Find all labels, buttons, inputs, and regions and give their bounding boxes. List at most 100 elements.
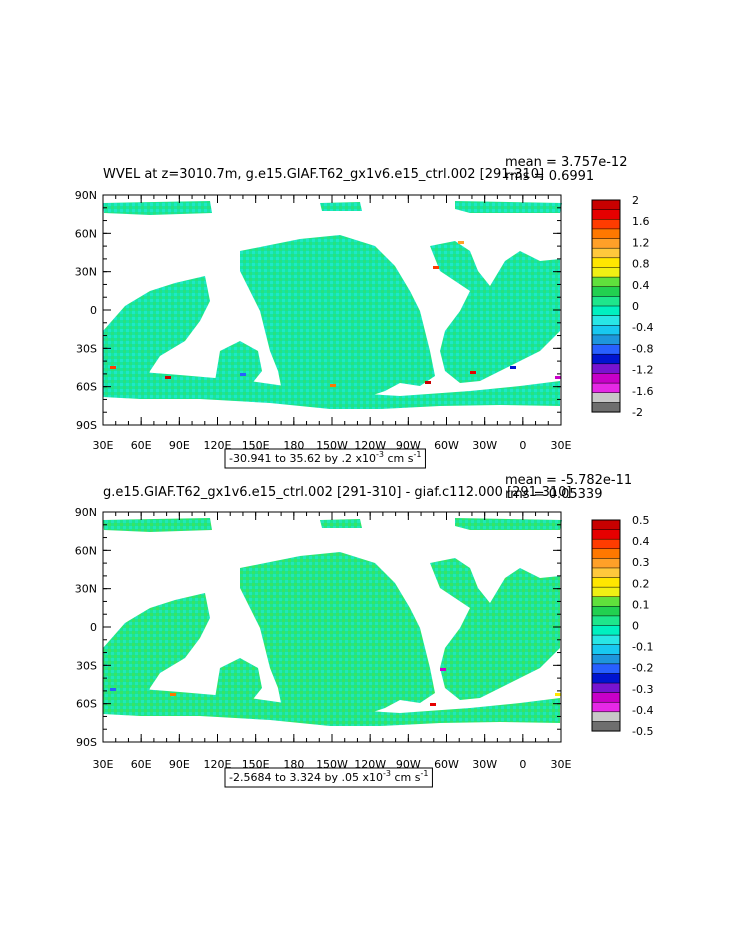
- colorbar-label: 0.4: [632, 535, 650, 548]
- field-speckle: [110, 366, 116, 369]
- colorbar-label: -0.1: [632, 641, 653, 654]
- lat-label: 90S: [76, 419, 97, 432]
- lat-label: 0: [90, 621, 97, 634]
- lon-label: 120E: [204, 758, 232, 771]
- colorbar-swatch: [591, 692, 621, 703]
- mean-stat: mean = -5.782e-11: [505, 473, 632, 488]
- colorbar-swatch: [591, 238, 621, 249]
- colorbar-swatch: [591, 721, 621, 732]
- colorbar-label: 1.2: [632, 236, 650, 249]
- panel-bottom: g.e15.GIAF.T62_gx1v6.e15_ctrl.002 [291-3…: [75, 473, 653, 788]
- colorbar-label: 0.3: [632, 556, 650, 569]
- colorbar-swatch: [591, 392, 621, 403]
- lon-label: 150E: [242, 758, 270, 771]
- lat-label: 90N: [75, 506, 97, 519]
- lat-label: 0: [90, 304, 97, 317]
- colorbar-swatch: [591, 606, 621, 617]
- lon-label: 120E: [204, 439, 232, 452]
- colorbar-swatch: [591, 567, 621, 579]
- colorbar-swatch: [591, 305, 621, 317]
- field-speckle: [330, 384, 336, 387]
- colorbar-swatch: [591, 673, 621, 684]
- colorbar-swatch: [591, 267, 621, 278]
- lon-label: 30E: [551, 439, 572, 452]
- lat-label: 90N: [75, 189, 97, 202]
- colorbar-swatch: [591, 596, 621, 607]
- lon-label: 0: [519, 439, 526, 452]
- field-speckle: [555, 693, 561, 696]
- colorbar-label: 0.4: [632, 279, 650, 292]
- colorbar-swatch: [591, 325, 621, 336]
- colorbar-swatch: [591, 654, 621, 665]
- lon-label: 90W: [396, 758, 421, 771]
- lon-label: 60W: [434, 758, 459, 771]
- lon-label: 30E: [93, 758, 114, 771]
- colorbar-swatch: [591, 711, 621, 722]
- field-speckle: [510, 366, 516, 369]
- colorbar-label: -0.2: [632, 662, 653, 675]
- rms-stat: rms = 0.6991: [505, 169, 594, 184]
- colorbar-label: -1.2: [632, 364, 653, 377]
- colorbar-label: 0.5: [632, 514, 650, 527]
- lon-label: 60E: [131, 758, 152, 771]
- colorbar: 0.5 0.4 0.3 0.2 0.1 0 -0.1 -0.2 -0.3 -0.4 -0.5: [591, 514, 653, 738]
- field-speckle: [430, 703, 436, 706]
- colorbar-label: -0.4: [632, 321, 653, 334]
- colorbar-label: 0: [632, 300, 639, 313]
- colorbar-label: -2: [632, 406, 643, 419]
- lon-label: 30W: [472, 439, 497, 452]
- lon-label: 180: [283, 439, 304, 452]
- colorbar-swatch: [591, 334, 621, 346]
- lon-label: 30W: [472, 758, 497, 771]
- field-speckle: [440, 668, 446, 671]
- colorbar-label: 0.1: [632, 598, 650, 611]
- lat-label: 30S: [76, 659, 97, 672]
- colorbar-swatch: [591, 219, 621, 230]
- colorbar-label: 0: [632, 620, 639, 633]
- rms-stat: rms = 0.05339: [505, 487, 602, 502]
- colorbar-label: -0.4: [632, 704, 653, 717]
- colorbar-swatch: [591, 257, 621, 269]
- colorbar: 2 1.6 1.2 0.8 0.4 0 -0.4 -0.8 -1.2 -1.6 -2: [591, 194, 653, 419]
- colorbar-swatch: [591, 353, 621, 365]
- field-speckle: [170, 693, 176, 696]
- colorbar-swatch: [591, 558, 621, 569]
- colorbar-swatch: [591, 634, 621, 646]
- colorbar-label: -0.3: [632, 683, 653, 696]
- lon-label: 180: [283, 758, 304, 771]
- field-speckle: [240, 373, 246, 376]
- lat-label: 30N: [75, 583, 97, 596]
- lat-label: 60N: [75, 227, 97, 240]
- colorbar-swatch: [591, 625, 621, 636]
- field-speckle: [458, 241, 464, 244]
- lon-label: 30E: [93, 439, 114, 452]
- colorbar-swatch: [591, 402, 621, 413]
- colorbar-swatch: [591, 228, 621, 240]
- colorbar-swatch: [591, 382, 621, 394]
- field-speckle: [433, 266, 439, 269]
- colorbar-swatch: [591, 701, 621, 713]
- field-speckle: [470, 371, 476, 374]
- panel-top: WVEL at z=3010.7m, g.e15.GIAF.T62_gx1v6.…: [75, 155, 653, 469]
- map-field: [103, 201, 562, 409]
- colorbar-label: -1.6: [632, 385, 653, 398]
- colorbar-swatch: [591, 199, 621, 211]
- lat-label: 60S: [76, 698, 97, 711]
- lon-label: 150W: [316, 758, 348, 771]
- map-field: [103, 518, 562, 726]
- colorbar-swatch: [591, 209, 621, 220]
- mean-stat: mean = 3.757e-12: [505, 155, 627, 170]
- colorbar-swatch: [591, 296, 621, 307]
- field-speckle: [165, 376, 171, 379]
- colorbar-swatch: [591, 577, 621, 588]
- colorbar-label: -0.8: [632, 342, 653, 355]
- svg-text:-30.941 to 35.62 by .2 x10-3 c: -30.941 to 35.62 by .2 x10-3 cm s-1: [229, 450, 421, 465]
- lon-label: 90E: [169, 758, 190, 771]
- colorbar-swatch: [591, 586, 621, 598]
- colorbar-label: 2: [632, 194, 639, 207]
- lon-label: 0: [519, 758, 526, 771]
- svg-text:-2.5684 to 3.324 by .05 x10-3: -2.5684 to 3.324 by .05 x10-3 cm s-1: [229, 769, 428, 784]
- lat-label: 60N: [75, 544, 97, 557]
- colorbar-swatch: [591, 315, 621, 326]
